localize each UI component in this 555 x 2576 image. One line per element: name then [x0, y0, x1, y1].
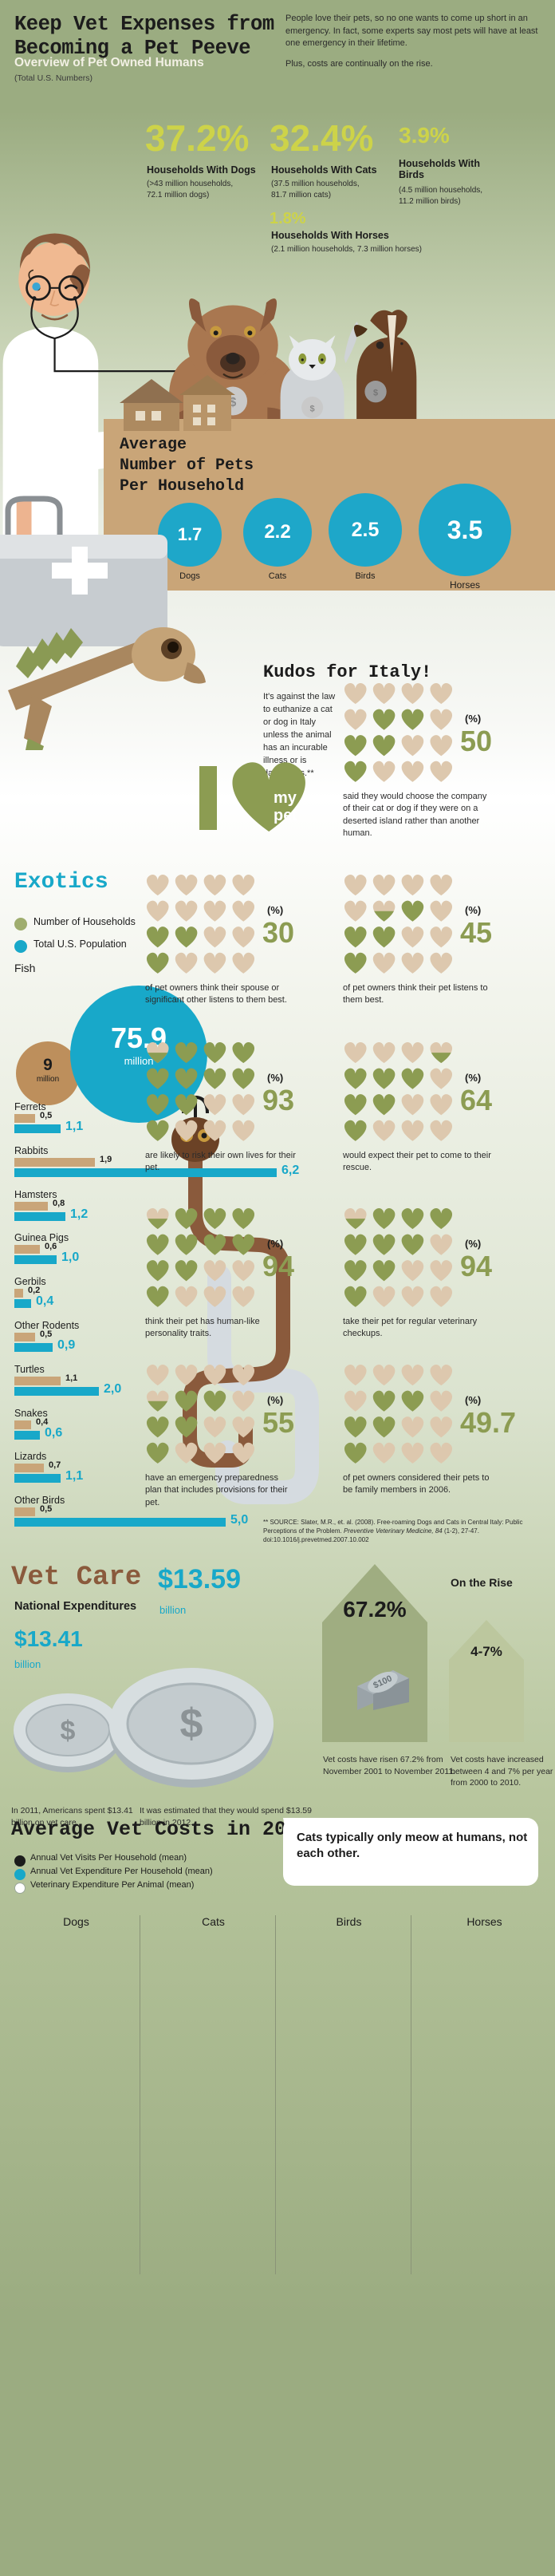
- svg-text:my: my: [274, 789, 297, 807]
- svg-text:$: $: [180, 1701, 203, 1747]
- svg-text:$: $: [373, 389, 378, 398]
- svg-text:67.2%: 67.2%: [343, 1597, 406, 1622]
- svg-text:$: $: [61, 1716, 76, 1746]
- svg-text:pet: pet: [274, 807, 297, 824]
